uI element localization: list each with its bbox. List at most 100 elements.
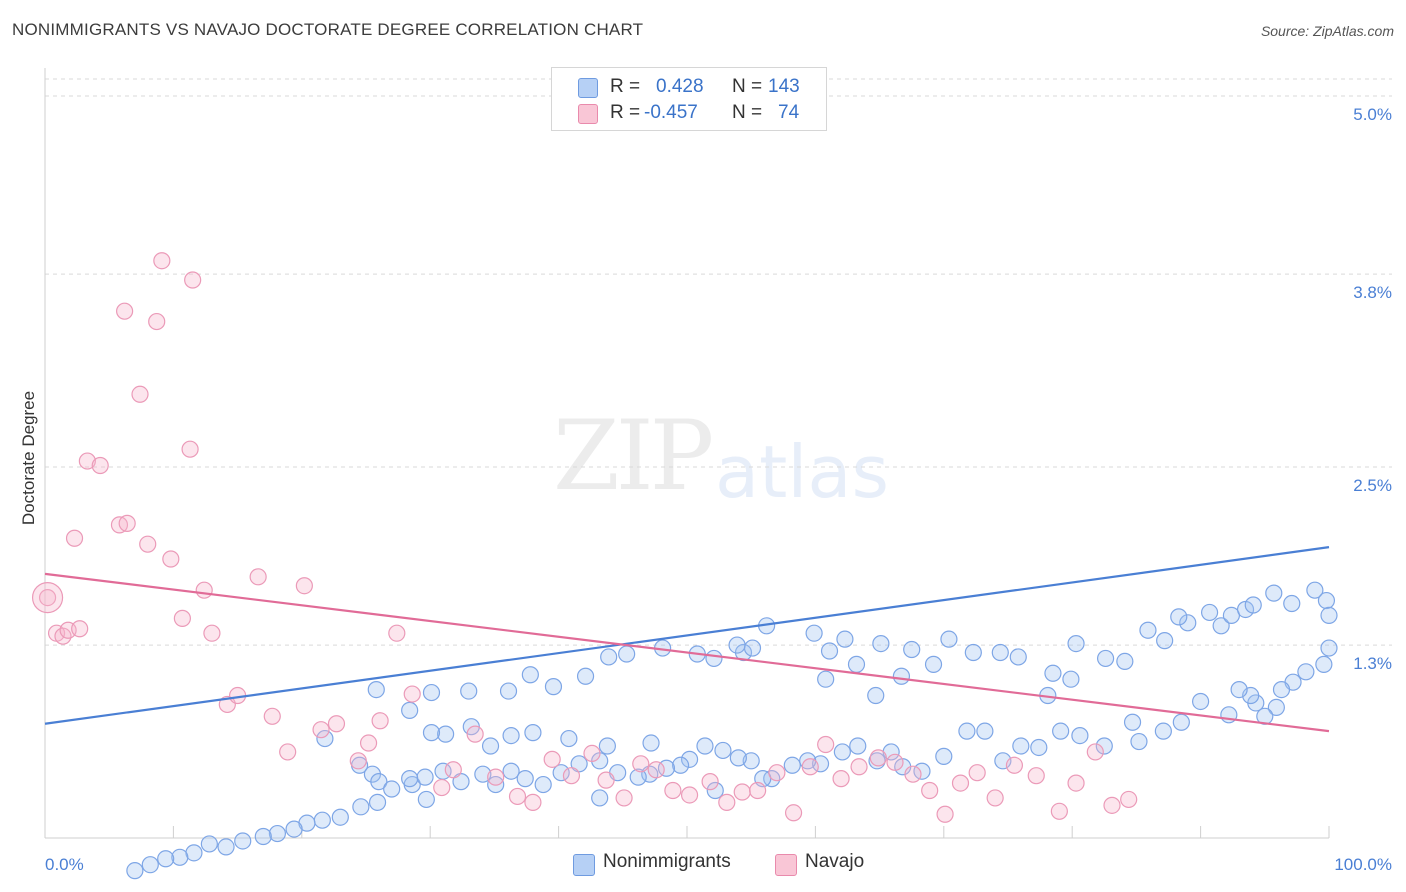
nonimmigrants-point — [903, 640, 921, 659]
navajo-point — [701, 773, 719, 791]
legend-r-value: -0.457 — [644, 102, 698, 123]
nonimmigrants-point — [958, 722, 976, 740]
navajo-point — [295, 577, 313, 595]
navajo-point — [615, 789, 633, 807]
navajo-point — [249, 568, 267, 586]
navajo-point — [433, 778, 451, 797]
nonimmigrants-point — [285, 820, 303, 838]
nonimmigrants-point — [1071, 727, 1089, 745]
navajo-point — [562, 767, 581, 785]
watermark-zip: ZIP — [553, 400, 714, 512]
navajo-point — [487, 768, 505, 786]
nonimmigrants-point — [1230, 680, 1248, 699]
nonimmigrants-point — [401, 770, 419, 788]
nonimmigrants-point — [1179, 614, 1197, 632]
navajo-point — [71, 620, 89, 638]
nonimmigrants-point — [331, 808, 349, 826]
navajo-point — [327, 715, 346, 733]
nonimmigrants-point — [534, 775, 552, 794]
navajo-point — [869, 749, 887, 767]
nonimmigrants-point — [849, 737, 867, 755]
navajo-point — [951, 774, 970, 792]
navajo-point — [886, 753, 904, 771]
nonimmigrants-point — [671, 756, 690, 774]
nonimmigrants-point — [1297, 663, 1315, 681]
nonimmigrants-point — [217, 838, 235, 856]
nonimmigrants-point — [570, 755, 588, 773]
legend-n-label: N = — [732, 102, 763, 123]
nonimmigrants-point — [618, 645, 636, 663]
series-navajo — [38, 252, 1138, 823]
nonimmigrants-point — [783, 756, 801, 774]
navajo-point — [466, 725, 484, 743]
nonimmigrants-point — [401, 701, 419, 719]
navajo-point — [371, 712, 389, 730]
nonimmigrants-point — [940, 630, 958, 648]
nonimmigrants-point — [1009, 648, 1027, 666]
navajo-point — [403, 685, 421, 703]
nonimmigrants-point — [833, 743, 851, 761]
navajo-point — [1027, 767, 1045, 785]
nonimmigrants-point — [598, 737, 616, 755]
correlation-legend: R = 0.428 N = 143 R = -0.457 N = 74 — [551, 67, 827, 131]
nonimmigrants-point — [924, 655, 943, 673]
navajo-point — [647, 761, 665, 779]
navajo-point — [801, 758, 819, 776]
nonimmigrants-point — [422, 683, 441, 702]
nonimmigrants-point — [1096, 649, 1115, 668]
nonimmigrants-point — [591, 789, 609, 807]
nonimmigrants-point — [552, 764, 570, 782]
nonimmigrants-trend-line — [44, 546, 1330, 725]
nonimmigrants-point — [1062, 670, 1080, 688]
navajo-point-large — [31, 581, 64, 614]
nonimmigrants-point — [629, 768, 647, 786]
nonimmigrants-point — [524, 724, 542, 742]
navajo-point — [203, 624, 221, 642]
nonimmigrants-point — [254, 827, 272, 846]
nonimmigrants-point — [499, 682, 518, 700]
navajo-point — [116, 302, 134, 320]
navajo-point — [832, 770, 850, 788]
nonimmigrants-point — [742, 752, 760, 770]
nonimmigrants-point — [1139, 621, 1157, 639]
navajo-point — [195, 581, 213, 599]
legend-n-value: 143 — [768, 76, 800, 97]
nonimmigrants-point — [872, 634, 890, 653]
nonimmigrants-point — [367, 680, 385, 699]
watermark-atlas: atlas — [715, 430, 889, 514]
nonimmigrants-point — [141, 856, 159, 874]
navajo-point — [968, 764, 986, 782]
navajo-point — [349, 752, 367, 770]
navajo-point — [850, 758, 868, 776]
navajo-point — [91, 456, 109, 475]
y-tick-label: 1.3% — [1353, 654, 1392, 673]
navajo-point — [444, 761, 462, 779]
nonimmigrants-point — [1044, 664, 1062, 682]
nonimmigrants-point — [1130, 732, 1148, 751]
nonimmigrants-point — [157, 850, 175, 868]
navajo-point — [312, 721, 330, 739]
nonimmigrants-point — [867, 686, 885, 705]
nonimmigrants-point — [1123, 713, 1142, 731]
nonimmigrants-point — [576, 667, 595, 685]
x-tick-label: 100.0% — [1334, 855, 1392, 874]
nonimmigrants-point — [714, 741, 732, 760]
nonimmigrants-point — [705, 649, 723, 668]
navajo-point — [921, 781, 939, 800]
nonimmigrants-point — [1012, 737, 1030, 755]
nonimmigrants-point — [416, 768, 434, 786]
nonimmigrants-point — [474, 765, 492, 783]
navajo-point — [263, 707, 281, 725]
legend-r-label: R = — [610, 102, 641, 123]
nonimmigrants-point — [976, 722, 994, 740]
navajo-point — [680, 786, 699, 804]
y-tick-label: 2.5% — [1353, 476, 1392, 495]
legend-n-value: 74 — [778, 102, 800, 123]
nonimmigrants-point — [964, 643, 982, 662]
nonimmigrants-point — [1052, 722, 1070, 740]
nonimmigrants-point — [1272, 680, 1291, 699]
nonimmigrants-label: Nonimmigrants — [603, 851, 731, 872]
nonimmigrants-point — [502, 727, 520, 745]
nonimmigrants-point — [126, 862, 144, 880]
